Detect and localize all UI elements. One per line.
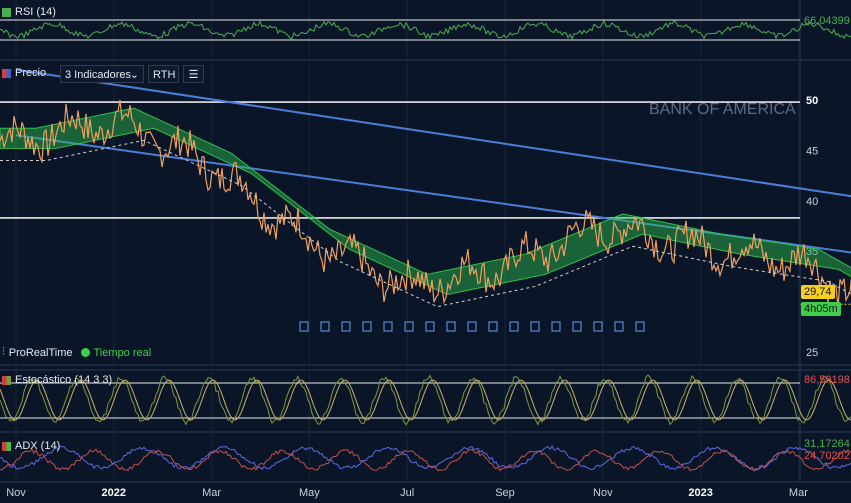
candles-icon: ⫶ [2,346,5,358]
event-icon [341,321,351,332]
event-icon [425,321,435,332]
precio-label: Precio [15,67,47,79]
adx-pane-label[interactable]: ADX (14) [2,440,60,452]
di-minus-series [0,448,851,472]
rsi-value: 66,04399 [804,15,850,27]
x-tick-label: Nov [593,487,613,499]
stoch-label: Estocástico (14 3 3) [15,374,113,386]
countdown-badge: 4h05m [801,302,841,316]
event-icon [530,321,540,332]
rth-button[interactable]: RTH [148,65,179,83]
event-icon [404,321,414,332]
stoch-pane-label[interactable]: Estocástico (14 3 3) [2,374,112,386]
adx-swatch [2,441,11,451]
adx-series [0,444,851,471]
provider-label: ⫶ ProRealTime Tiempo real [2,346,151,359]
x-tick-label: Mar [789,487,808,499]
price-pane-label[interactable]: Precio [2,67,46,79]
x-tick-label: Mar [202,487,221,499]
provider-status: Tiempo real [93,346,152,359]
watermark: BANK OF AMERICA [649,101,796,118]
stoch-swatch [2,375,11,385]
event-icon [488,321,498,332]
adx-label: ADX (14) [15,440,61,452]
di-value: 24,70202 [804,450,850,462]
x-tick-label: 2022 [102,487,126,499]
last-price-badge: 29,74 [801,285,835,299]
trendline-0 [15,68,851,198]
stoch-value: 86,59198 [804,374,850,386]
chevron-down-icon: ⌄ [129,69,139,81]
event-icon [593,321,603,332]
event-icon [383,321,393,332]
rsi-swatch [2,7,11,17]
price-tick-label: 25 [806,347,818,359]
list-icon[interactable]: ☰ [183,65,204,83]
precio-swatch [2,68,11,78]
event-icon [614,321,624,332]
provider-name: ProRealTime [8,346,73,359]
event-icon [551,321,561,332]
rsi-pane-label[interactable]: RSI (14) [2,6,56,18]
realtime-dot-icon [80,348,90,357]
x-tick-label: Sep [495,487,515,499]
event-icon [467,321,477,332]
indicators-dropdown-label: 3 Indicadores [65,69,132,81]
event-icon [446,321,456,332]
price-tick-label: 40 [806,196,818,208]
event-icon [509,321,519,332]
rsi-series [0,20,851,40]
event-icon [320,321,330,332]
price-tick-label: 45 [806,145,818,157]
stoch-d-series [0,379,851,421]
event-icon [299,321,309,332]
x-tick-label: Jul [400,487,414,499]
rsi-label: RSI (14) [15,6,56,18]
price-tick-label: 50 [806,95,818,107]
moving-average [0,139,851,308]
event-icon [572,321,582,332]
event-icon [635,321,645,332]
x-tick-label: Nov [6,487,26,499]
price-tick-label: 35 [806,246,818,258]
trendline-1 [15,134,851,254]
event-icon [362,321,372,332]
stoch-k-series [0,374,851,426]
adx-value: 31,17264 [804,438,850,450]
ichimoku-cloud [0,107,851,295]
x-tick-label: May [299,487,320,499]
indicators-dropdown[interactable]: 3 Indicadores ⌄ [60,65,144,83]
x-tick-label: 2023 [688,487,712,499]
price-series [0,99,851,309]
